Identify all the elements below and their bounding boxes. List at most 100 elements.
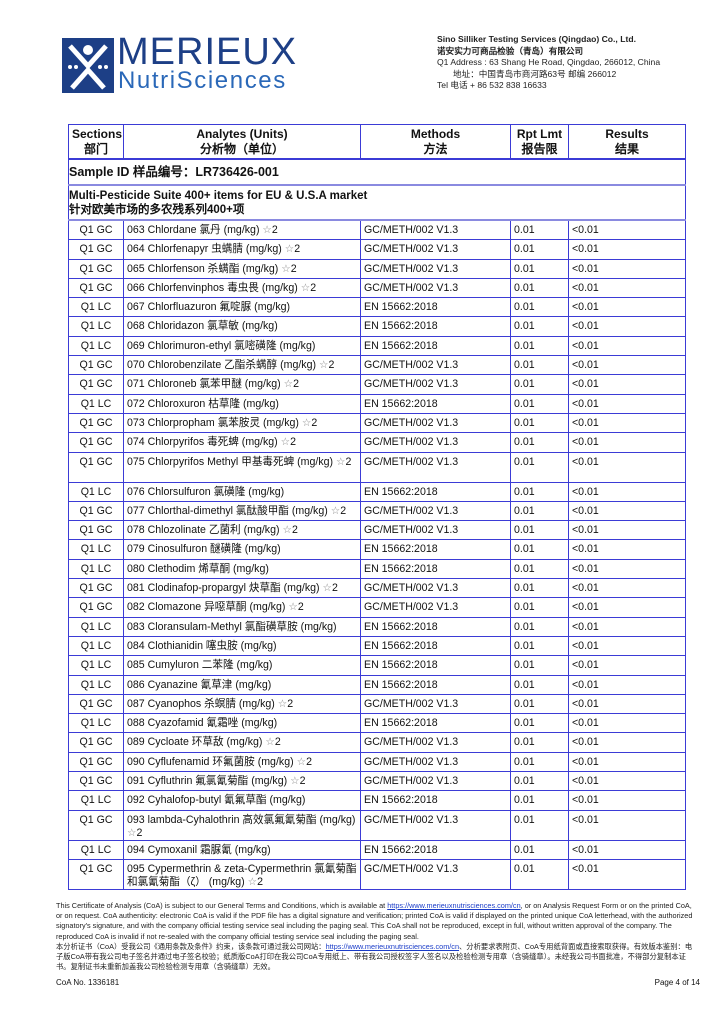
row-result: <0.01 bbox=[568, 771, 686, 792]
row-result: <0.01 bbox=[568, 809, 686, 841]
row-result: <0.01 bbox=[568, 839, 686, 860]
row-section: Q1 GC bbox=[68, 451, 124, 483]
row-method: GC/METH/002 V1.3 bbox=[360, 578, 511, 599]
row-rpt-lmt: 0.01 bbox=[510, 713, 569, 734]
header-analytes: Analytes (Units) 分析物（单位） bbox=[123, 124, 361, 160]
star-icon: ☆ bbox=[247, 875, 258, 888]
header-methods: Methods 方法 bbox=[360, 124, 511, 160]
row-method: GC/METH/002 V1.3 bbox=[360, 451, 511, 483]
sample-id-row: Sample ID 样品编号：LR736426-001 bbox=[68, 158, 686, 186]
row-rpt-lmt: 0.01 bbox=[510, 374, 569, 395]
table-row: Q1 GC 087 Cyanophos 杀螟腈 (mg/kg) ☆2 GC/METH… bbox=[68, 693, 686, 715]
table-row: Q1 LC 086 Cyanazine 氰草津 (mg/kg) EN 15662:2… bbox=[68, 674, 686, 695]
row-section: Q1 GC bbox=[68, 732, 124, 753]
row-result: <0.01 bbox=[568, 393, 686, 414]
row-method: GC/METH/002 V1.3 bbox=[360, 500, 511, 522]
star-icon: ☆ bbox=[127, 826, 137, 839]
row-section: Q1 GC bbox=[68, 858, 124, 890]
footer-terms: This Certificate of Analysis (CoA) is su… bbox=[56, 901, 693, 972]
row-section: Q1 GC bbox=[68, 277, 124, 299]
row-analyte: 095 Cypermethrin & zeta-Cypermethrin 氯氰菊… bbox=[123, 858, 361, 890]
row-analyte: 082 Clomazone 异噁草酮 (mg/kg) ☆2 bbox=[123, 597, 361, 618]
table-row: Q1 GC 064 Chlorfenapyr 虫螨腈 (mg/kg) ☆2 GC/M… bbox=[68, 239, 686, 260]
row-rpt-lmt: 0.01 bbox=[510, 732, 569, 753]
row-analyte: 079 Cinosulfuron 醚磺隆 (mg/kg) bbox=[123, 539, 361, 560]
row-result: <0.01 bbox=[568, 790, 686, 811]
row-method: GC/METH/002 V1.3 bbox=[360, 809, 511, 841]
row-rpt-lmt: 0.01 bbox=[510, 393, 569, 414]
star-icon: ☆ bbox=[284, 243, 295, 256]
table-header-row: Sections 部门 Analytes (Units) 分析物（单位） Metho… bbox=[68, 124, 686, 160]
row-result: <0.01 bbox=[568, 277, 686, 299]
row-analyte: 084 Clothianidin 噻虫胺 (mg/kg) bbox=[123, 635, 361, 657]
row-analyte: 078 Chlozolinate 乙菌利 (mg/kg) ☆2 bbox=[123, 520, 361, 541]
row-section: Q1 LC bbox=[68, 790, 124, 811]
row-rpt-lmt: 0.01 bbox=[510, 693, 569, 715]
logo-main-text: MERIEUX bbox=[117, 31, 298, 73]
row-analyte: 094 Cymoxanil 霜脲氰 (mg/kg) bbox=[123, 839, 361, 860]
row-section: Q1 GC bbox=[68, 771, 124, 792]
row-result: <0.01 bbox=[568, 481, 686, 502]
row-method: GC/METH/002 V1.3 bbox=[360, 771, 511, 792]
row-section: Q1 LC bbox=[68, 481, 124, 502]
table-row: Q1 LC 084 Clothianidin 噻虫胺 (mg/kg) EN 1566… bbox=[68, 635, 686, 657]
row-analyte: 073 Chlorpropham 氯苯胺灵 (mg/kg) ☆2 bbox=[123, 412, 361, 434]
row-analyte: 090 Cyflufenamid 环氟菌胺 (mg/kg) ☆2 bbox=[123, 751, 361, 773]
row-section: Q1 GC bbox=[68, 239, 124, 260]
results-table: Sections 部门 Analytes (Units) 分析物（单位） Metho… bbox=[68, 124, 686, 890]
row-rpt-lmt: 0.01 bbox=[510, 858, 569, 890]
row-result: <0.01 bbox=[568, 239, 686, 260]
row-rpt-lmt: 0.01 bbox=[510, 432, 569, 453]
suite-title: Multi-Pesticide Suite 400+ items for EU … bbox=[68, 184, 686, 221]
row-rpt-lmt: 0.01 bbox=[510, 839, 569, 860]
row-section: Q1 GC bbox=[68, 500, 124, 522]
company-name-en: Sino Silliker Testing Services (Qingdao)… bbox=[437, 34, 636, 44]
table-row: Q1 LC 076 Chlorsulfuron 氯磺隆 (mg/kg) EN 156… bbox=[68, 481, 686, 502]
header-sections: Sections 部门 bbox=[68, 124, 124, 160]
row-rpt-lmt: 0.01 bbox=[510, 597, 569, 618]
row-rpt-lmt: 0.01 bbox=[510, 481, 569, 502]
table-row: Q1 GC 077 Chlorthal-dimethyl 氯酞酸甲酯 (mg/kg… bbox=[68, 500, 686, 522]
logo-figure-icon bbox=[62, 38, 114, 93]
row-analyte: 093 lambda-Cyhalothrin 高效氯氟氰菊酯 (mg/kg) ☆… bbox=[123, 809, 361, 841]
row-method: EN 15662:2018 bbox=[360, 839, 511, 860]
table-row: Q1 GC 071 Chloroneb 氯苯甲醚 (mg/kg) ☆2 GC/MET… bbox=[68, 374, 686, 395]
row-rpt-lmt: 0.01 bbox=[510, 239, 569, 260]
terms-link[interactable]: https://www.merieuxnutrisciences.com/cn bbox=[387, 901, 521, 910]
row-section: Q1 GC bbox=[68, 809, 124, 841]
row-result: <0.01 bbox=[568, 858, 686, 890]
row-method: EN 15662:2018 bbox=[360, 316, 511, 337]
company-name-cn: 诺安实力可商品检验（青岛）有限公司 bbox=[437, 45, 584, 56]
star-icon: ☆ bbox=[290, 775, 300, 788]
row-result: <0.01 bbox=[568, 635, 686, 657]
table-row: Q1 LC 085 Cumyluron 二苯隆 (mg/kg) EN 15662:2… bbox=[68, 655, 686, 676]
row-method: GC/METH/002 V1.3 bbox=[360, 732, 511, 753]
row-result: <0.01 bbox=[568, 693, 686, 715]
star-icon: ☆ bbox=[277, 697, 288, 710]
row-section: Q1 GC bbox=[68, 520, 124, 541]
row-rpt-lmt: 0.01 bbox=[510, 297, 569, 318]
row-result: <0.01 bbox=[568, 374, 686, 395]
row-method: EN 15662:2018 bbox=[360, 713, 511, 734]
row-method: GC/METH/002 V1.3 bbox=[360, 412, 511, 434]
row-section: Q1 GC bbox=[68, 751, 124, 773]
terms-link-cn[interactable]: https://www.merieuxnutrisciences.com/cn bbox=[325, 941, 460, 951]
table-row: Q1 GC 078 Chlozolinate 乙菌利 (mg/kg) ☆2 GC/M… bbox=[68, 520, 686, 541]
table-row: Q1 GC 090 Cyflufenamid 环氟菌胺 (mg/kg) ☆2 GC/… bbox=[68, 751, 686, 773]
row-rpt-lmt: 0.01 bbox=[510, 751, 569, 773]
row-method: GC/METH/002 V1.3 bbox=[360, 597, 511, 618]
row-method: EN 15662:2018 bbox=[360, 558, 511, 580]
row-analyte: 081 Clodinafop-propargyl 炔草酯 (mg/kg) ☆2 bbox=[123, 578, 361, 599]
row-method: EN 15662:2018 bbox=[360, 297, 511, 318]
row-rpt-lmt: 0.01 bbox=[510, 558, 569, 580]
row-method: GC/METH/002 V1.3 bbox=[360, 374, 511, 395]
table-row: Q1 GC 075 Chlorpyrifos Methyl 甲基毒死蜱 (mg/k… bbox=[68, 451, 686, 483]
table-row: Q1 GC 070 Chlorobenzilate 乙酯杀螨醇 (mg/kg) ☆… bbox=[68, 355, 686, 376]
star-icon: ☆ bbox=[282, 524, 292, 537]
merieux-logo: MERIEUX NutriSciences bbox=[62, 32, 296, 94]
row-analyte: 077 Chlorthal-dimethyl 氯酞酸甲酯 (mg/kg) ☆2 bbox=[123, 500, 361, 522]
row-analyte: 088 Cyazofamid 氰霜唑 (mg/kg) bbox=[123, 713, 361, 734]
row-rpt-lmt: 0.01 bbox=[510, 539, 569, 560]
row-result: <0.01 bbox=[568, 412, 686, 434]
row-analyte: 083 Cloransulam-Methyl 氯酯磺草胺 (mg/kg) bbox=[123, 616, 361, 637]
